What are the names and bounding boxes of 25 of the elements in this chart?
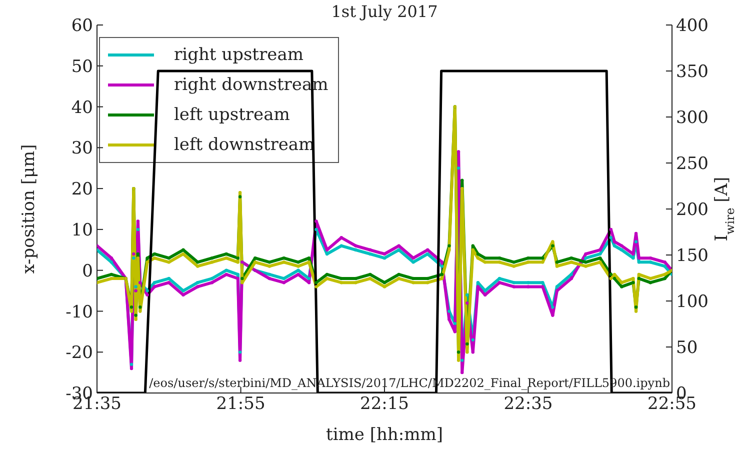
y2-tick-label: 400 (676, 16, 708, 36)
y-tick-label: 10 (71, 220, 93, 240)
y-axis-title: x-position [μm] (19, 144, 39, 274)
legend-label: left upstream (174, 105, 290, 125)
y-tick-label: 50 (71, 56, 93, 77)
y2-tick-label: 250 (676, 154, 708, 174)
y-tick-label: 30 (71, 138, 93, 159)
y2-tick-label: 100 (676, 292, 708, 312)
y2-tick-label: 50 (676, 338, 698, 358)
y-tick-label: 20 (71, 180, 93, 200)
x-tick-label: 21:55 (216, 394, 266, 414)
y2-tick-label: 350 (676, 62, 708, 82)
x-tick-label: 22:35 (504, 394, 553, 414)
y2-tick-label: 300 (676, 108, 708, 128)
y-tick-label: -20 (66, 343, 93, 364)
legend-label: right upstream (174, 45, 304, 65)
y2-tick-label: 200 (676, 200, 708, 220)
y-tick-label: -10 (66, 302, 93, 322)
y-tick-label: 40 (71, 98, 93, 118)
y-tick-label: 60 (71, 16, 93, 36)
chart-title: 1st July 2017 (330, 2, 439, 21)
y2-tick-label: 150 (676, 246, 708, 266)
x-tick-label: 22:15 (360, 394, 409, 414)
y-tick-label: 0 (82, 261, 93, 282)
x-axis-title: time [hh:mm] (326, 425, 443, 445)
